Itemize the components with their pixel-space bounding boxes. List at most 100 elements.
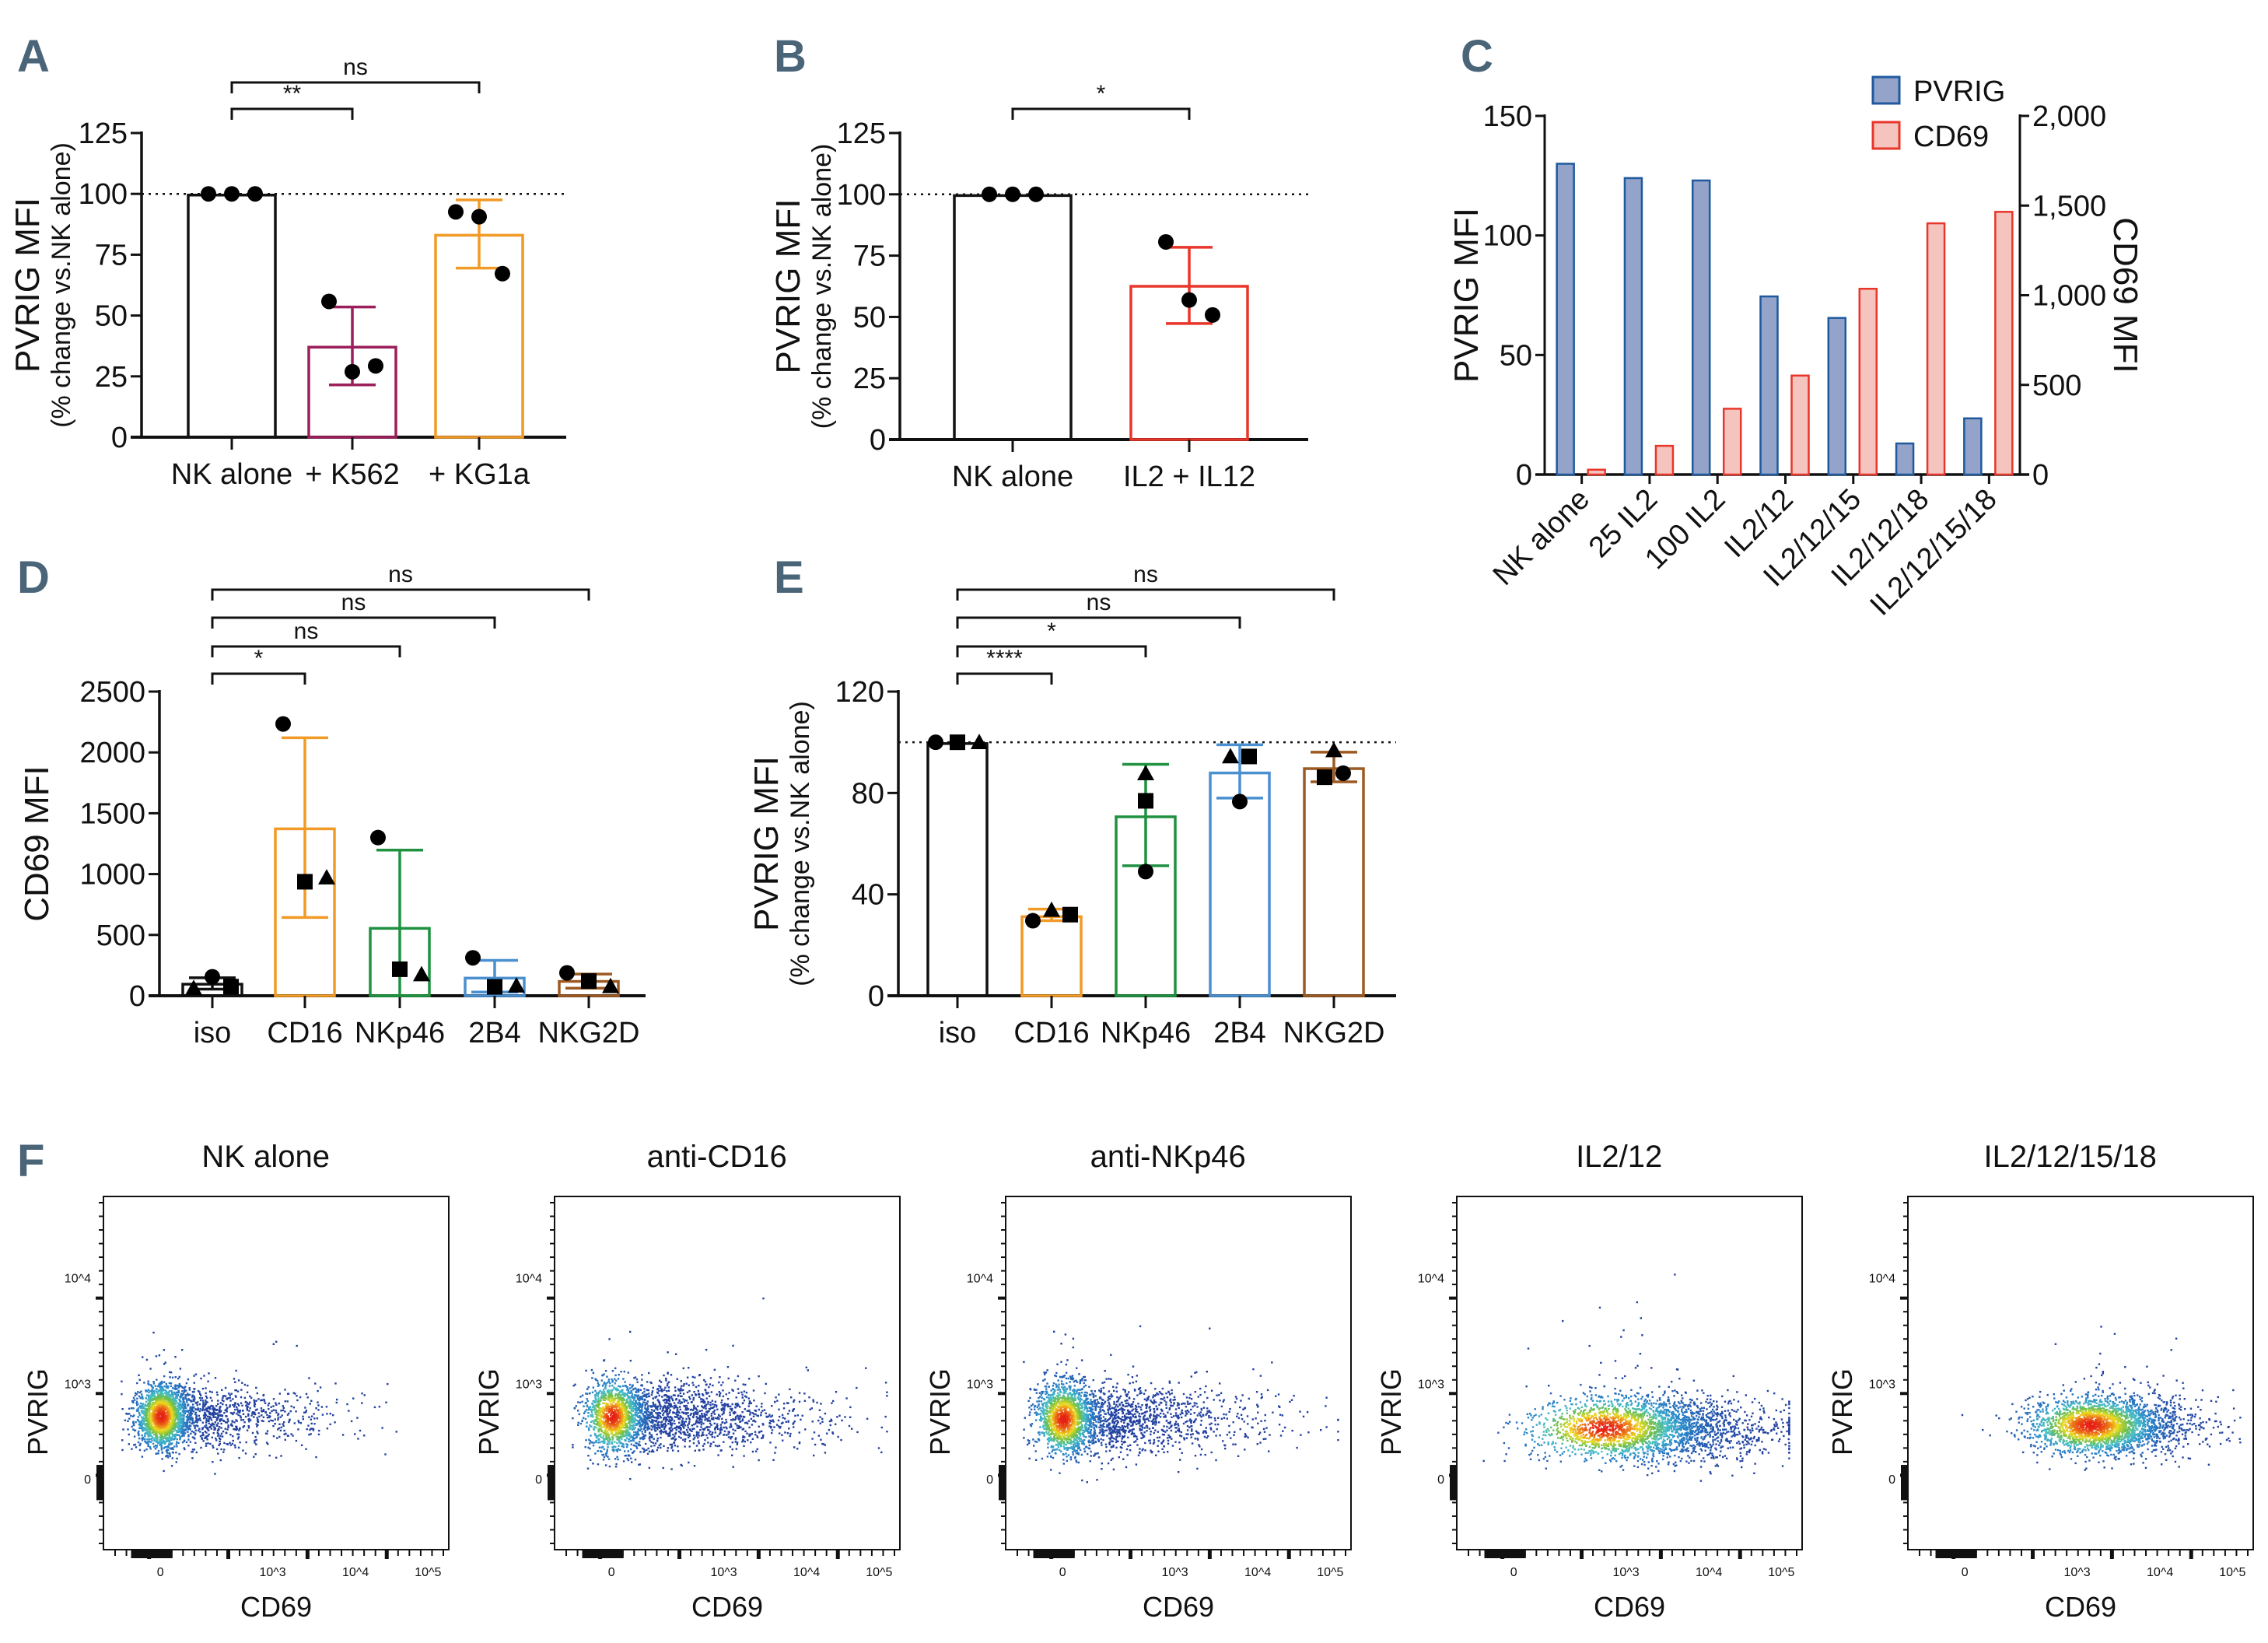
flow-event-dot — [638, 1415, 640, 1417]
flow-event-dot — [589, 1424, 591, 1427]
flow-event-dot — [597, 1382, 600, 1385]
flow-event-dot — [668, 1428, 670, 1430]
flow-event-dot — [128, 1417, 131, 1420]
flow-event-dot — [183, 1389, 186, 1392]
flow-event-dot — [667, 1447, 670, 1449]
flow-event-dot — [211, 1436, 213, 1438]
flow-event-dot — [201, 1421, 204, 1424]
flow-event-dot — [594, 1410, 597, 1414]
flow-event-dot — [702, 1431, 704, 1434]
flow-event-dot — [695, 1431, 698, 1434]
flow-event-dot — [730, 1419, 733, 1421]
flow-event-dot — [155, 1452, 157, 1455]
panel-letter-f: F — [17, 1136, 44, 1186]
flow-event-dot — [146, 1405, 149, 1407]
flow-event-dot — [597, 1400, 600, 1402]
flow-event-dot — [643, 1422, 646, 1424]
flow-event-dot — [207, 1442, 209, 1445]
flow-event-dot — [593, 1432, 597, 1435]
flow-event-dot — [189, 1418, 191, 1421]
flow-event-dot — [660, 1388, 663, 1390]
flow-event-dot — [741, 1393, 744, 1396]
flow-event-dot — [733, 1418, 737, 1421]
flow-event-dot — [181, 1403, 184, 1406]
flow-event-dot — [596, 1414, 598, 1416]
flow-event-dot — [220, 1422, 222, 1425]
flow-event-dot — [668, 1433, 670, 1435]
flow-event-dot — [744, 1436, 746, 1438]
flow-event-dot — [658, 1414, 660, 1417]
flow-event-dot — [768, 1415, 770, 1418]
flow-event-dot — [629, 1387, 632, 1389]
flow-event-dot — [651, 1392, 653, 1394]
flow-event-dot — [693, 1407, 695, 1410]
flow-event-dot — [219, 1418, 221, 1421]
flow-event-dot — [751, 1432, 753, 1435]
flow-event-dot — [630, 1428, 632, 1430]
flow-event-dot — [735, 1448, 737, 1450]
flow-event-dot — [194, 1411, 198, 1414]
flow-event-dot — [602, 1385, 604, 1387]
flow-event-dot — [728, 1392, 730, 1394]
flow-event-dot — [649, 1428, 651, 1430]
flow-event-dot — [243, 1396, 247, 1400]
flow-event-dot — [156, 1436, 159, 1438]
flow-event-dot — [601, 1445, 604, 1449]
flow-event-dot — [248, 1410, 250, 1412]
flow-event-dot — [811, 1438, 814, 1440]
flow-event-dot — [597, 1395, 600, 1398]
flow-event-dot — [225, 1415, 227, 1417]
flow-event-dot — [710, 1413, 713, 1415]
flow-event-dot — [662, 1407, 664, 1410]
flow-event-dot — [168, 1435, 170, 1438]
flow-event-dot — [735, 1396, 737, 1399]
flow-event-dot — [717, 1416, 719, 1419]
flow-event-dot — [209, 1396, 212, 1399]
flow-event-dot — [729, 1426, 731, 1428]
flow-event-dot — [172, 1396, 174, 1399]
flow-event-dot — [687, 1415, 689, 1417]
flow-event-dot — [575, 1405, 577, 1407]
flow-event-dot — [643, 1421, 646, 1423]
flow-event-dot — [198, 1391, 201, 1393]
flow-event-dot — [138, 1391, 141, 1394]
flow-event-dot — [643, 1390, 646, 1393]
flow-event-dot — [308, 1377, 310, 1379]
flow-event-dot — [149, 1368, 152, 1370]
flow-event-dot — [652, 1414, 654, 1417]
flow-event-dot — [160, 1417, 163, 1421]
flow-event-dot — [184, 1424, 187, 1427]
flow-event-dot — [155, 1435, 157, 1438]
flow-event-dot — [642, 1435, 644, 1438]
flow-event-dot — [166, 1438, 169, 1441]
flow-event-dot — [664, 1425, 667, 1428]
flow-event-dot — [643, 1388, 646, 1390]
flow-event-dot — [700, 1398, 702, 1400]
flow-event-dot — [121, 1408, 124, 1410]
flow-event-dot — [142, 1436, 145, 1439]
y-tick-label: 2500 — [79, 676, 145, 709]
flow-event-dot — [705, 1393, 708, 1395]
flow-event-dot — [171, 1447, 173, 1449]
bar-pvrig — [1895, 442, 1915, 476]
flow-event-dot — [128, 1433, 130, 1436]
flow-event-dot — [625, 1427, 627, 1429]
flow-event-dot — [618, 1392, 621, 1394]
flow-event-dot — [631, 1407, 633, 1410]
flow-event-dot — [191, 1417, 194, 1420]
data-point — [1138, 864, 1153, 880]
flow-event-dot — [145, 1358, 149, 1361]
flow-event-dot — [635, 1405, 637, 1407]
flow-event-dot — [177, 1430, 179, 1432]
flow-event-dot — [601, 1454, 604, 1456]
flow-event-dot — [597, 1421, 599, 1423]
flow-event-dot — [776, 1400, 779, 1402]
flow-event-dot — [695, 1435, 698, 1437]
flow-event-dot — [241, 1404, 243, 1407]
flow-event-dot — [699, 1421, 702, 1424]
flow-event-dot — [627, 1392, 629, 1394]
significance-bracket — [956, 588, 1335, 601]
flow-event-dot — [638, 1399, 640, 1402]
flow-event-dot — [730, 1424, 733, 1427]
